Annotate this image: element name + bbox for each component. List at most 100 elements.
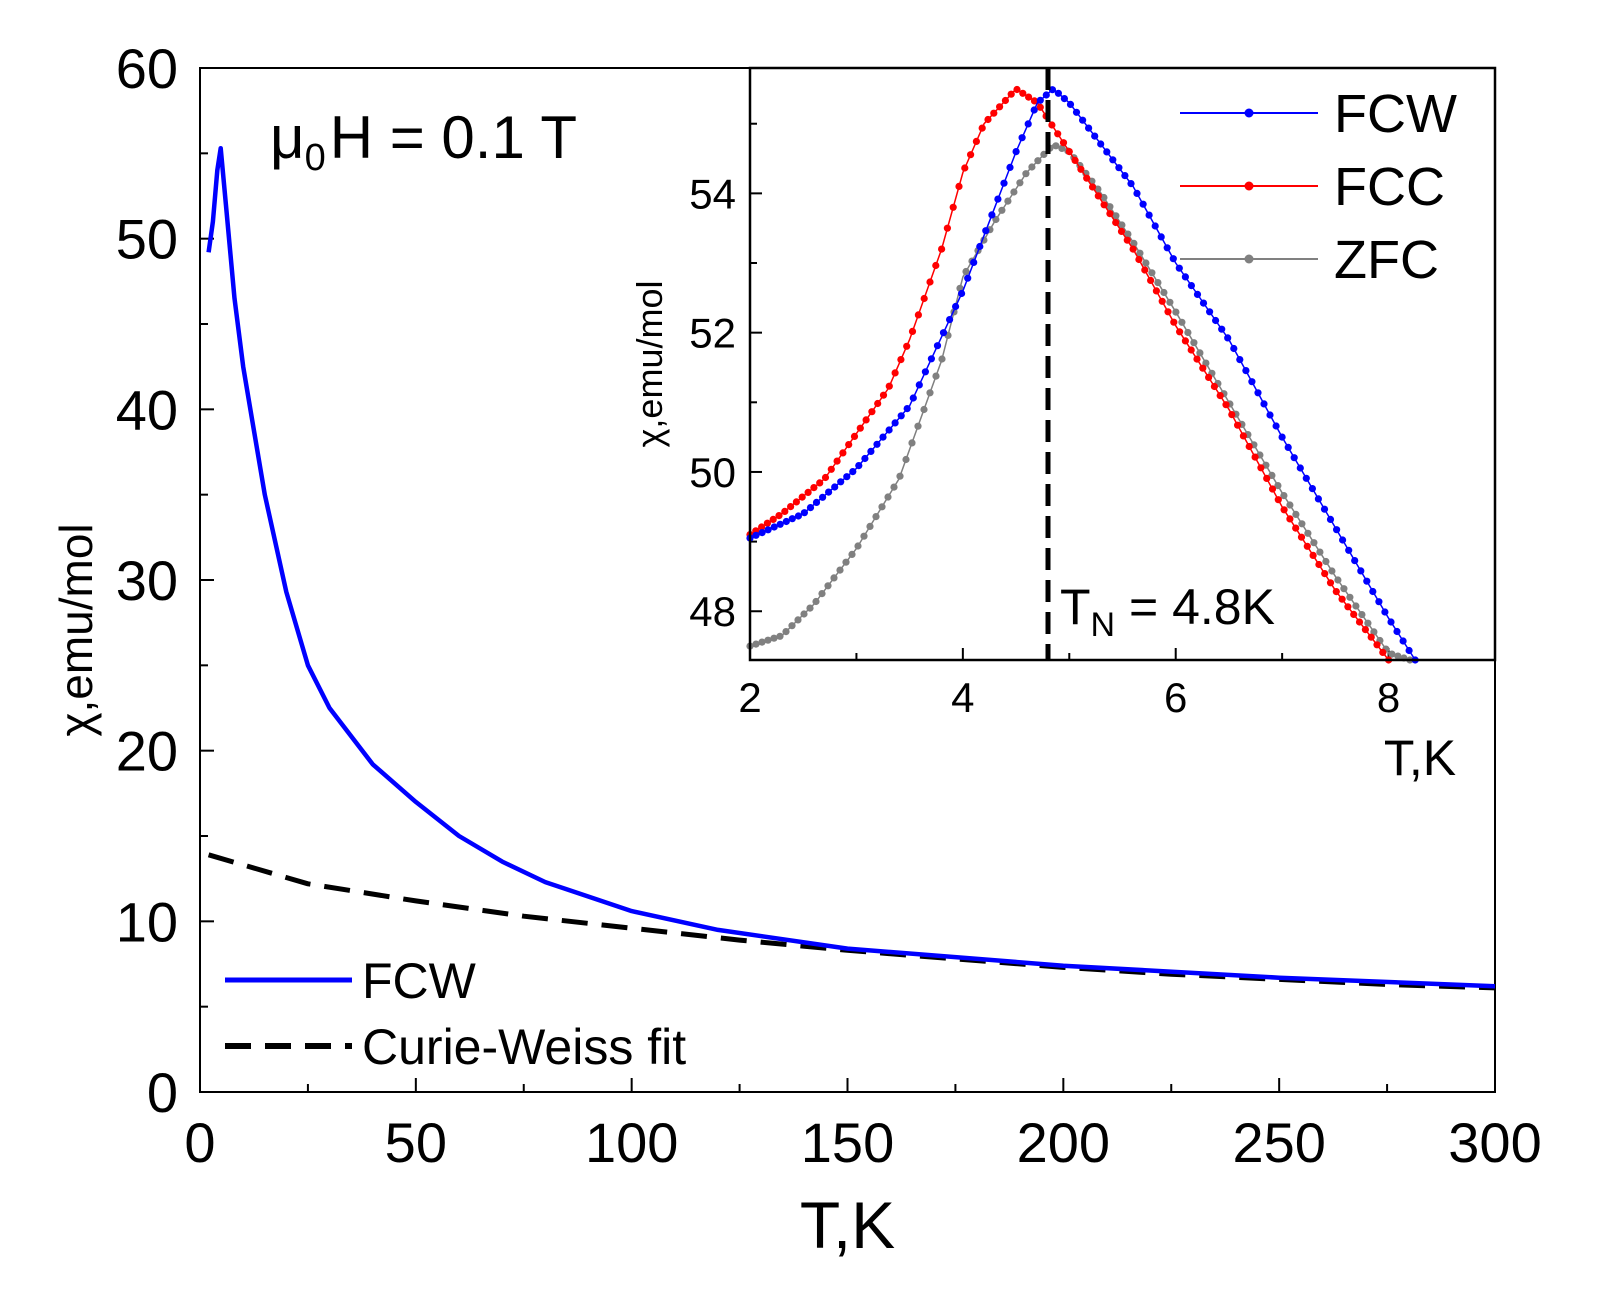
inset-point-zfc (1334, 576, 1342, 584)
inset-point-fcc (1112, 218, 1120, 227)
inset-point-fcc (1054, 130, 1062, 138)
inset-point-fcc (816, 479, 824, 487)
inset-point-fcc (1326, 579, 1335, 587)
inset-point-fcw (1224, 334, 1232, 342)
inset-point-fcc (1135, 255, 1143, 264)
inset-point-fcc (1228, 411, 1236, 419)
inset-point-fcc (1257, 464, 1265, 472)
inset-point-zfc (1052, 142, 1060, 150)
inset-point-fcc (1013, 85, 1021, 94)
inset-point-zfc (860, 532, 868, 540)
inset-point-fcw (770, 523, 778, 531)
inset-point-fcc (926, 278, 934, 286)
inset-point-fcw (1024, 120, 1032, 128)
inset-point-fcc (1083, 174, 1091, 182)
inset-point-fcw (1230, 344, 1238, 353)
inset-point-fcw (1345, 546, 1353, 554)
inset-point-fcw (788, 515, 796, 523)
inset-point-zfc (866, 522, 874, 531)
inset-point-fcc (798, 493, 806, 501)
inset-point-zfc (1016, 179, 1024, 187)
inset-y-axis-title: χ,emu/mol (629, 281, 670, 448)
neel-temperature-label: TN = 4.8K (1060, 579, 1275, 644)
inset-point-fcc (850, 432, 859, 440)
inset-point-zfc (1166, 298, 1174, 306)
inset-point-zfc (1304, 529, 1312, 537)
inset-point-fcc (897, 356, 905, 364)
inset-point-fcw (861, 454, 869, 463)
inset-point-fcw (812, 498, 821, 506)
inset-point-fcc (1303, 542, 1311, 550)
inset-point-zfc (998, 206, 1006, 214)
inset-x-tick-label: 4 (951, 674, 974, 721)
inset-point-fcc (769, 515, 777, 524)
inset-point-fcw (843, 473, 851, 481)
inset-point-zfc (1094, 185, 1102, 193)
inset-point-fcw (1254, 389, 1262, 397)
inset-point-zfc (938, 355, 946, 363)
inset-point-zfc (1112, 212, 1120, 220)
inset-point-fcc (1170, 318, 1178, 326)
inset-point-fcc (1286, 515, 1294, 523)
inset-point-fcw (927, 355, 936, 363)
inset-point-fcw (1012, 148, 1020, 156)
inset-point-zfc (794, 616, 802, 624)
inset-point-fcc (1245, 442, 1253, 451)
inset-point-fcc (763, 519, 772, 527)
inset-point-fcc (1059, 139, 1068, 147)
inset-point-fcw (1387, 618, 1395, 626)
inset-point-fcw (939, 329, 948, 337)
inset-point-fcc (1036, 103, 1044, 111)
inset-point-fcc (978, 124, 986, 132)
inset-point-fcc (891, 369, 899, 377)
inset-point-zfc (836, 566, 844, 574)
inset-point-fcw (1187, 282, 1195, 290)
inset-point-fcw (1357, 567, 1365, 575)
inset-point-fcw (1000, 179, 1008, 187)
inset-point-fcc (1164, 308, 1172, 316)
inset-point-fcc (804, 488, 812, 496)
neel-label-subscript: N (1091, 606, 1116, 644)
inset-point-zfc (878, 503, 886, 511)
main-y-tick-label: 10 (116, 890, 178, 953)
main-y-tick-label: 0 (147, 1061, 178, 1124)
inset-point-fcw (1193, 290, 1202, 298)
inset-point-fcw (1157, 233, 1165, 241)
inset-point-zfc (1178, 318, 1186, 326)
inset-point-fcc (1129, 245, 1137, 253)
inset-point-fcw (825, 488, 833, 496)
inset-point-fcc (810, 484, 818, 492)
inset-point-fcw (1115, 164, 1123, 172)
inset-plot-frame (748, 66, 1497, 662)
inset-point-fcw (867, 447, 875, 455)
inset-point-zfc (1004, 197, 1012, 205)
inset-point-zfc (1370, 628, 1378, 636)
inset-point-zfc (1022, 170, 1030, 178)
inset-point-fcw (1405, 646, 1413, 655)
inset-point-fcc (903, 342, 911, 350)
inset-series-fcc (746, 85, 1393, 664)
inset-point-zfc (818, 590, 826, 598)
field-annotation-subscript: 0 (305, 137, 326, 179)
inset-point-zfc (806, 604, 814, 612)
inset-point-fcw (1109, 156, 1117, 164)
main-x-tick-label: 150 (801, 1111, 894, 1174)
inset-point-fcw (1242, 367, 1250, 375)
inset-point-fcc (1263, 474, 1271, 482)
inset-point-fcw (1296, 464, 1304, 472)
inset-point-fcc (839, 449, 847, 457)
inset-point-fcc (1315, 560, 1323, 569)
inset-point-fcc (879, 391, 888, 399)
inset-point-zfc (824, 582, 832, 590)
inset-point-zfc (962, 267, 970, 276)
inset-point-zfc (1286, 501, 1294, 509)
inset-point-zfc (1340, 585, 1348, 593)
inset-point-fcc (1019, 89, 1027, 97)
inset-point-fcw (873, 440, 881, 448)
inset-point-fcc (1239, 432, 1247, 440)
inset-point-fcw (1072, 108, 1081, 116)
inset-point-fcc (1355, 618, 1364, 626)
inset-point-fcc (920, 294, 928, 303)
inset-point-zfc (914, 422, 922, 430)
